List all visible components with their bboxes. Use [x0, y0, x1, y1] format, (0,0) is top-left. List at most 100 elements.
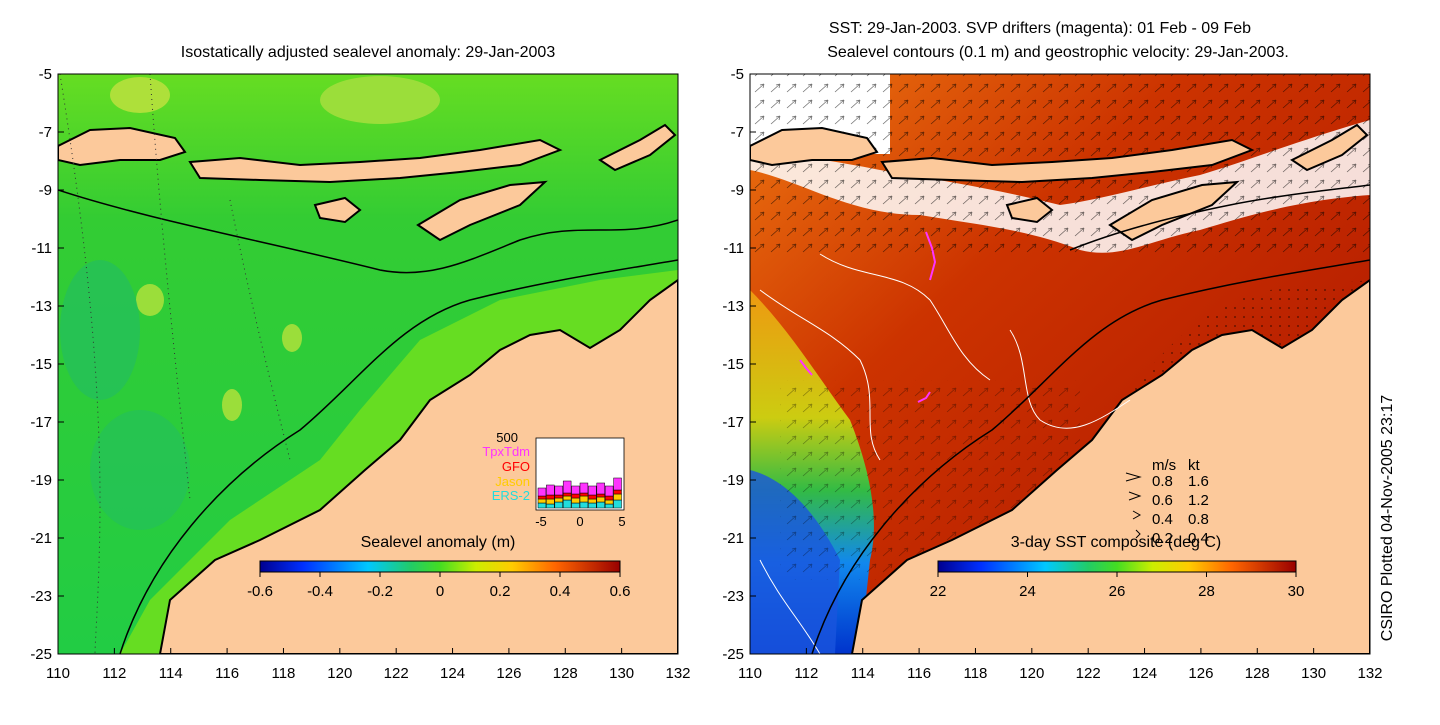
x-tick-label: 116 [215, 665, 239, 682]
inset-bar-segment [588, 498, 597, 504]
right-map [750, 74, 1370, 654]
inset-bar-segment [562, 495, 572, 501]
y-tick-label: -25 [30, 646, 52, 663]
side-credit: CSIRO Plotted 04-Nov-2005 23:17 [1379, 395, 1396, 641]
anomaly-patch [136, 284, 164, 316]
colorbar-tick-label: 0.6 [610, 583, 631, 600]
inset-bar-segment [571, 493, 580, 499]
x-tick-label: 110 [738, 665, 762, 682]
y-tick-label: -25 [722, 646, 744, 663]
inset-bar-segment [546, 484, 555, 496]
timor-island [416, 180, 548, 242]
inset-bar-segment [554, 501, 563, 509]
x-tick-label: 122 [1076, 665, 1101, 682]
x-tick-label: 120 [327, 665, 352, 682]
colorbar-tick-label: 0.4 [550, 583, 571, 600]
y-tick-label: -11 [31, 240, 52, 257]
inset-bar-segment [571, 485, 580, 495]
colorbar-tick-label: 26 [1109, 583, 1126, 600]
left-colorbar-label: Sealevel anomaly (m) [361, 534, 516, 551]
x-tick-label: 126 [1188, 665, 1213, 682]
inset-bar-segment [554, 494, 563, 499]
anomaly-patch [282, 324, 302, 352]
java-island-right [750, 126, 879, 167]
velocity-legend-header-kt: kt [1188, 457, 1201, 474]
y-tick-label: -7 [39, 124, 52, 141]
y-tick-label: -7 [731, 124, 744, 141]
x-tick-label: 124 [440, 665, 465, 682]
left-panel-title: Isostatically adjusted sealevel anomaly:… [181, 44, 556, 61]
inset-bar-segment [537, 487, 547, 497]
inset-bar-segment [562, 492, 572, 497]
velocity-legend-rows: 0.8 1.6 0.6 1.2 0.4 0.8 0.2 0.4 [1125, 472, 1209, 547]
bathymetry-contour-right [811, 259, 1370, 654]
inset-bar-segment [537, 495, 547, 500]
inset-ymax-label: 500 [496, 430, 518, 445]
sealevel-contour [1009, 329, 1131, 429]
x-tick-label: 118 [271, 665, 295, 682]
x-tick-label: 126 [496, 665, 521, 682]
y-tick-label: -9 [39, 182, 52, 199]
y-tick-label: -11 [723, 240, 744, 257]
inset-bar-segment [546, 498, 555, 505]
colorbar-tick-label: 0 [436, 583, 444, 600]
inset-xtick: 5 [618, 514, 625, 529]
velocity-legend-header-ms: m/s [1152, 457, 1176, 474]
x-tick-label: 120 [1019, 665, 1044, 682]
velocity-legend: m/s kt 0.8 1.6 0.6 1.2 0.4 0.8 0.2 0.4 [1125, 457, 1209, 547]
inset-bar-segment [604, 495, 614, 501]
y-tick-label: -15 [30, 356, 52, 373]
colorbar-tick-label: 22 [930, 583, 947, 600]
inset-bar-segment [588, 502, 597, 509]
sealevel-contour [759, 559, 821, 654]
anomaly-patch [320, 76, 440, 124]
inset-bar-segment [604, 503, 614, 509]
inset-bar-segment [596, 496, 605, 503]
inset-bar-segment [546, 503, 555, 509]
inset-bar-segment [537, 498, 547, 504]
velocity-legend-ms: 0.4 [1152, 511, 1173, 528]
anomaly-patch [60, 260, 140, 400]
y-tick-label: -23 [722, 588, 744, 605]
inset-bar-segment [596, 501, 605, 509]
y-tick-label: -9 [731, 182, 744, 199]
x-tick-label: 128 [1245, 665, 1270, 682]
x-tick-label: 124 [1132, 665, 1157, 682]
x-tick-label: 112 [794, 665, 818, 682]
dotted-track [229, 199, 291, 461]
inset-bar-segment [562, 499, 572, 509]
drifter-track [925, 231, 937, 281]
x-tick-label: 118 [963, 665, 987, 682]
wetar-island [598, 123, 677, 172]
x-tick-label: 122 [384, 665, 409, 682]
inset-bar-segment [579, 482, 589, 494]
inset-bar-segment [571, 502, 580, 509]
inset-bar-segment [613, 489, 622, 495]
x-tick-label: 116 [907, 665, 931, 682]
y-tick-label: -13 [722, 298, 744, 315]
inset-bar-segment [579, 495, 589, 503]
left-map [58, 74, 678, 654]
sealevel-contour [759, 289, 881, 461]
left-colorbar [259, 560, 621, 573]
sumba-island [313, 196, 362, 224]
colorbar-tick-label: 28 [1198, 583, 1215, 600]
x-tick-label: 132 [665, 665, 690, 682]
sunda-islands-right [880, 138, 1255, 184]
inset-bar-segment [554, 497, 563, 503]
y-tick-label: -17 [722, 414, 744, 431]
x-tick-label: 114 [159, 665, 183, 682]
inset-bar-segment [588, 485, 597, 496]
sunda-islands [188, 138, 563, 184]
inset-bar-segment [613, 477, 622, 491]
dotted-track [149, 74, 191, 501]
y-tick-label: -23 [30, 588, 52, 605]
left-inset-histogram: 500 TpxTdm GFO Jason ERS-2 -5 0 5 [482, 430, 625, 529]
sealevel-contour [819, 253, 991, 381]
java-island [58, 126, 187, 167]
velocity-legend-arrow [1135, 529, 1141, 539]
bathymetry-contour [58, 189, 678, 274]
axes-ticks: 110 112 114 116 118 120 122 124 126 128 130 132 -5 -7… [30, 66, 1382, 682]
inset-bar-segment [596, 482, 605, 495]
inset-bar-segment [588, 494, 597, 500]
